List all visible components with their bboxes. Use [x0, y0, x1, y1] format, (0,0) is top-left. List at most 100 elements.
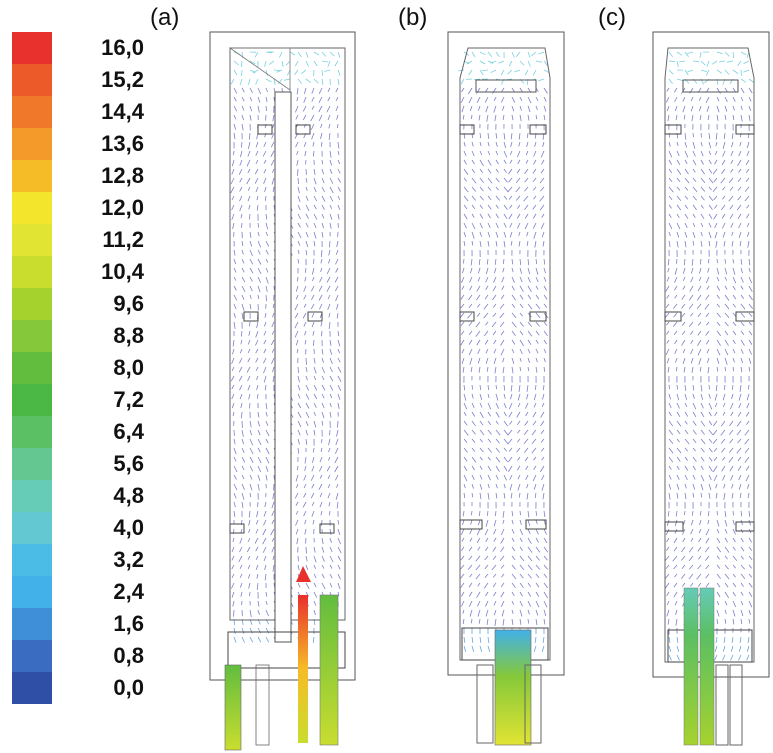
velocity-vector — [311, 483, 315, 489]
velocity-vector — [531, 429, 537, 436]
velocity-vector — [257, 105, 260, 113]
velocity-vector — [683, 366, 686, 373]
velocity-vector — [249, 96, 253, 102]
velocity-vector — [329, 537, 332, 543]
velocity-vector — [335, 87, 339, 93]
velocity-vector — [526, 384, 529, 392]
velocity-vector — [539, 195, 545, 202]
velocity-vector — [676, 492, 679, 499]
velocity-vector — [747, 636, 750, 643]
velocity-vector — [231, 195, 235, 201]
velocity-vector — [471, 402, 475, 408]
velocity-vector — [516, 411, 521, 418]
velocity-vector — [508, 168, 513, 175]
velocity-vector — [543, 366, 546, 372]
velocity-vector — [697, 582, 702, 587]
velocity-vector — [471, 411, 476, 417]
velocity-vector — [337, 186, 341, 192]
velocity-vector — [240, 330, 243, 337]
velocity-vector — [724, 267, 728, 275]
velocity-vector — [700, 141, 703, 147]
velocity-vector — [321, 438, 323, 444]
velocity-vector — [479, 213, 484, 219]
velocity-vector — [535, 366, 538, 373]
velocity-vector — [329, 339, 332, 346]
velocity-vector — [264, 564, 267, 571]
legend-swatch — [12, 288, 52, 320]
velocity-vector — [676, 60, 679, 67]
velocity-vector — [297, 231, 302, 239]
velocity-vector — [294, 60, 299, 67]
velocity-vector — [459, 312, 465, 318]
velocity-vector — [477, 600, 481, 607]
velocity-vector — [313, 411, 316, 416]
velocity-vector — [495, 393, 499, 401]
velocity-vector — [674, 348, 678, 354]
velocity-vector — [527, 285, 532, 293]
velocity-vector — [475, 573, 481, 580]
velocity-vector — [684, 177, 690, 184]
velocity-vector — [503, 474, 507, 481]
velocity-vector — [708, 213, 713, 219]
velocity-vector — [297, 168, 299, 176]
velocity-vector — [723, 384, 726, 391]
velocity-vector — [724, 51, 730, 57]
velocity-vector — [668, 51, 674, 57]
velocity-vector — [265, 474, 268, 481]
velocity-vector — [724, 321, 729, 327]
velocity-vector — [313, 609, 316, 616]
velocity-vector — [232, 537, 235, 543]
legend-swatch — [12, 32, 52, 64]
velocity-vector — [682, 528, 686, 535]
velocity-vector — [492, 546, 497, 552]
velocity-vector — [740, 537, 744, 543]
velocity-vector — [501, 609, 505, 617]
velocity-vector — [732, 555, 738, 562]
velocity-vector — [698, 555, 702, 560]
velocity-vector — [684, 411, 689, 417]
velocity-vector — [500, 591, 505, 598]
velocity-vector — [525, 474, 529, 480]
velocity-vector — [683, 519, 686, 525]
velocity-vector — [327, 96, 331, 102]
velocity-vector — [460, 339, 465, 346]
velocity-vector — [248, 528, 251, 533]
velocity-vector — [676, 195, 682, 201]
velocity-vector — [700, 393, 704, 400]
velocity-vector — [321, 519, 323, 526]
velocity-vector — [468, 555, 473, 561]
velocity-vector — [748, 258, 751, 266]
velocity-vector — [704, 555, 710, 561]
velocity-vector — [495, 492, 498, 499]
velocity-vector — [479, 231, 482, 237]
velocity-vector — [336, 501, 339, 509]
velocity-vector — [723, 636, 726, 643]
velocity-vector — [716, 294, 720, 299]
velocity-vector — [503, 411, 507, 417]
velocity-vector — [675, 618, 678, 626]
velocity-vector — [708, 438, 713, 443]
velocity-vector — [531, 447, 537, 454]
panel-c-jet-left — [683, 587, 699, 746]
velocity-vector — [668, 240, 671, 247]
velocity-vector — [479, 51, 486, 56]
velocity-vector — [321, 330, 323, 337]
velocity-vector — [256, 510, 259, 518]
velocity-vector — [676, 483, 680, 490]
velocity-vector — [507, 456, 513, 463]
velocity-vector — [674, 267, 678, 275]
velocity-vector — [335, 258, 339, 265]
velocity-vector — [336, 240, 339, 248]
velocity-vector — [541, 159, 545, 165]
velocity-vector — [509, 204, 513, 209]
velocity-vector — [313, 357, 316, 364]
velocity-vector — [716, 339, 721, 346]
velocity-vector — [535, 285, 539, 290]
velocity-vector — [700, 177, 706, 184]
velocity-vector — [748, 114, 751, 122]
velocity-vector — [232, 411, 235, 416]
velocity-vector — [264, 321, 267, 327]
panel-a-outer-frame — [209, 31, 356, 681]
velocity-vector — [736, 429, 742, 436]
velocity-vector — [681, 564, 686, 569]
